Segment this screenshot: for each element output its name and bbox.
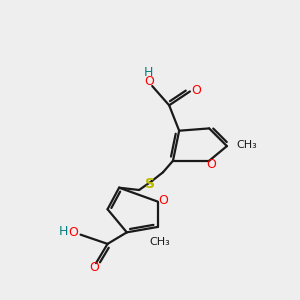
Text: S: S bbox=[146, 177, 155, 191]
Text: O: O bbox=[69, 226, 79, 239]
Text: O: O bbox=[158, 194, 168, 207]
Text: O: O bbox=[206, 158, 216, 171]
Text: CH₃: CH₃ bbox=[149, 237, 170, 248]
Text: H: H bbox=[144, 66, 153, 79]
Text: CH₃: CH₃ bbox=[237, 140, 257, 150]
Text: O: O bbox=[89, 261, 99, 274]
Text: O: O bbox=[145, 75, 154, 88]
Text: O: O bbox=[191, 84, 201, 97]
Text: H: H bbox=[58, 225, 68, 238]
